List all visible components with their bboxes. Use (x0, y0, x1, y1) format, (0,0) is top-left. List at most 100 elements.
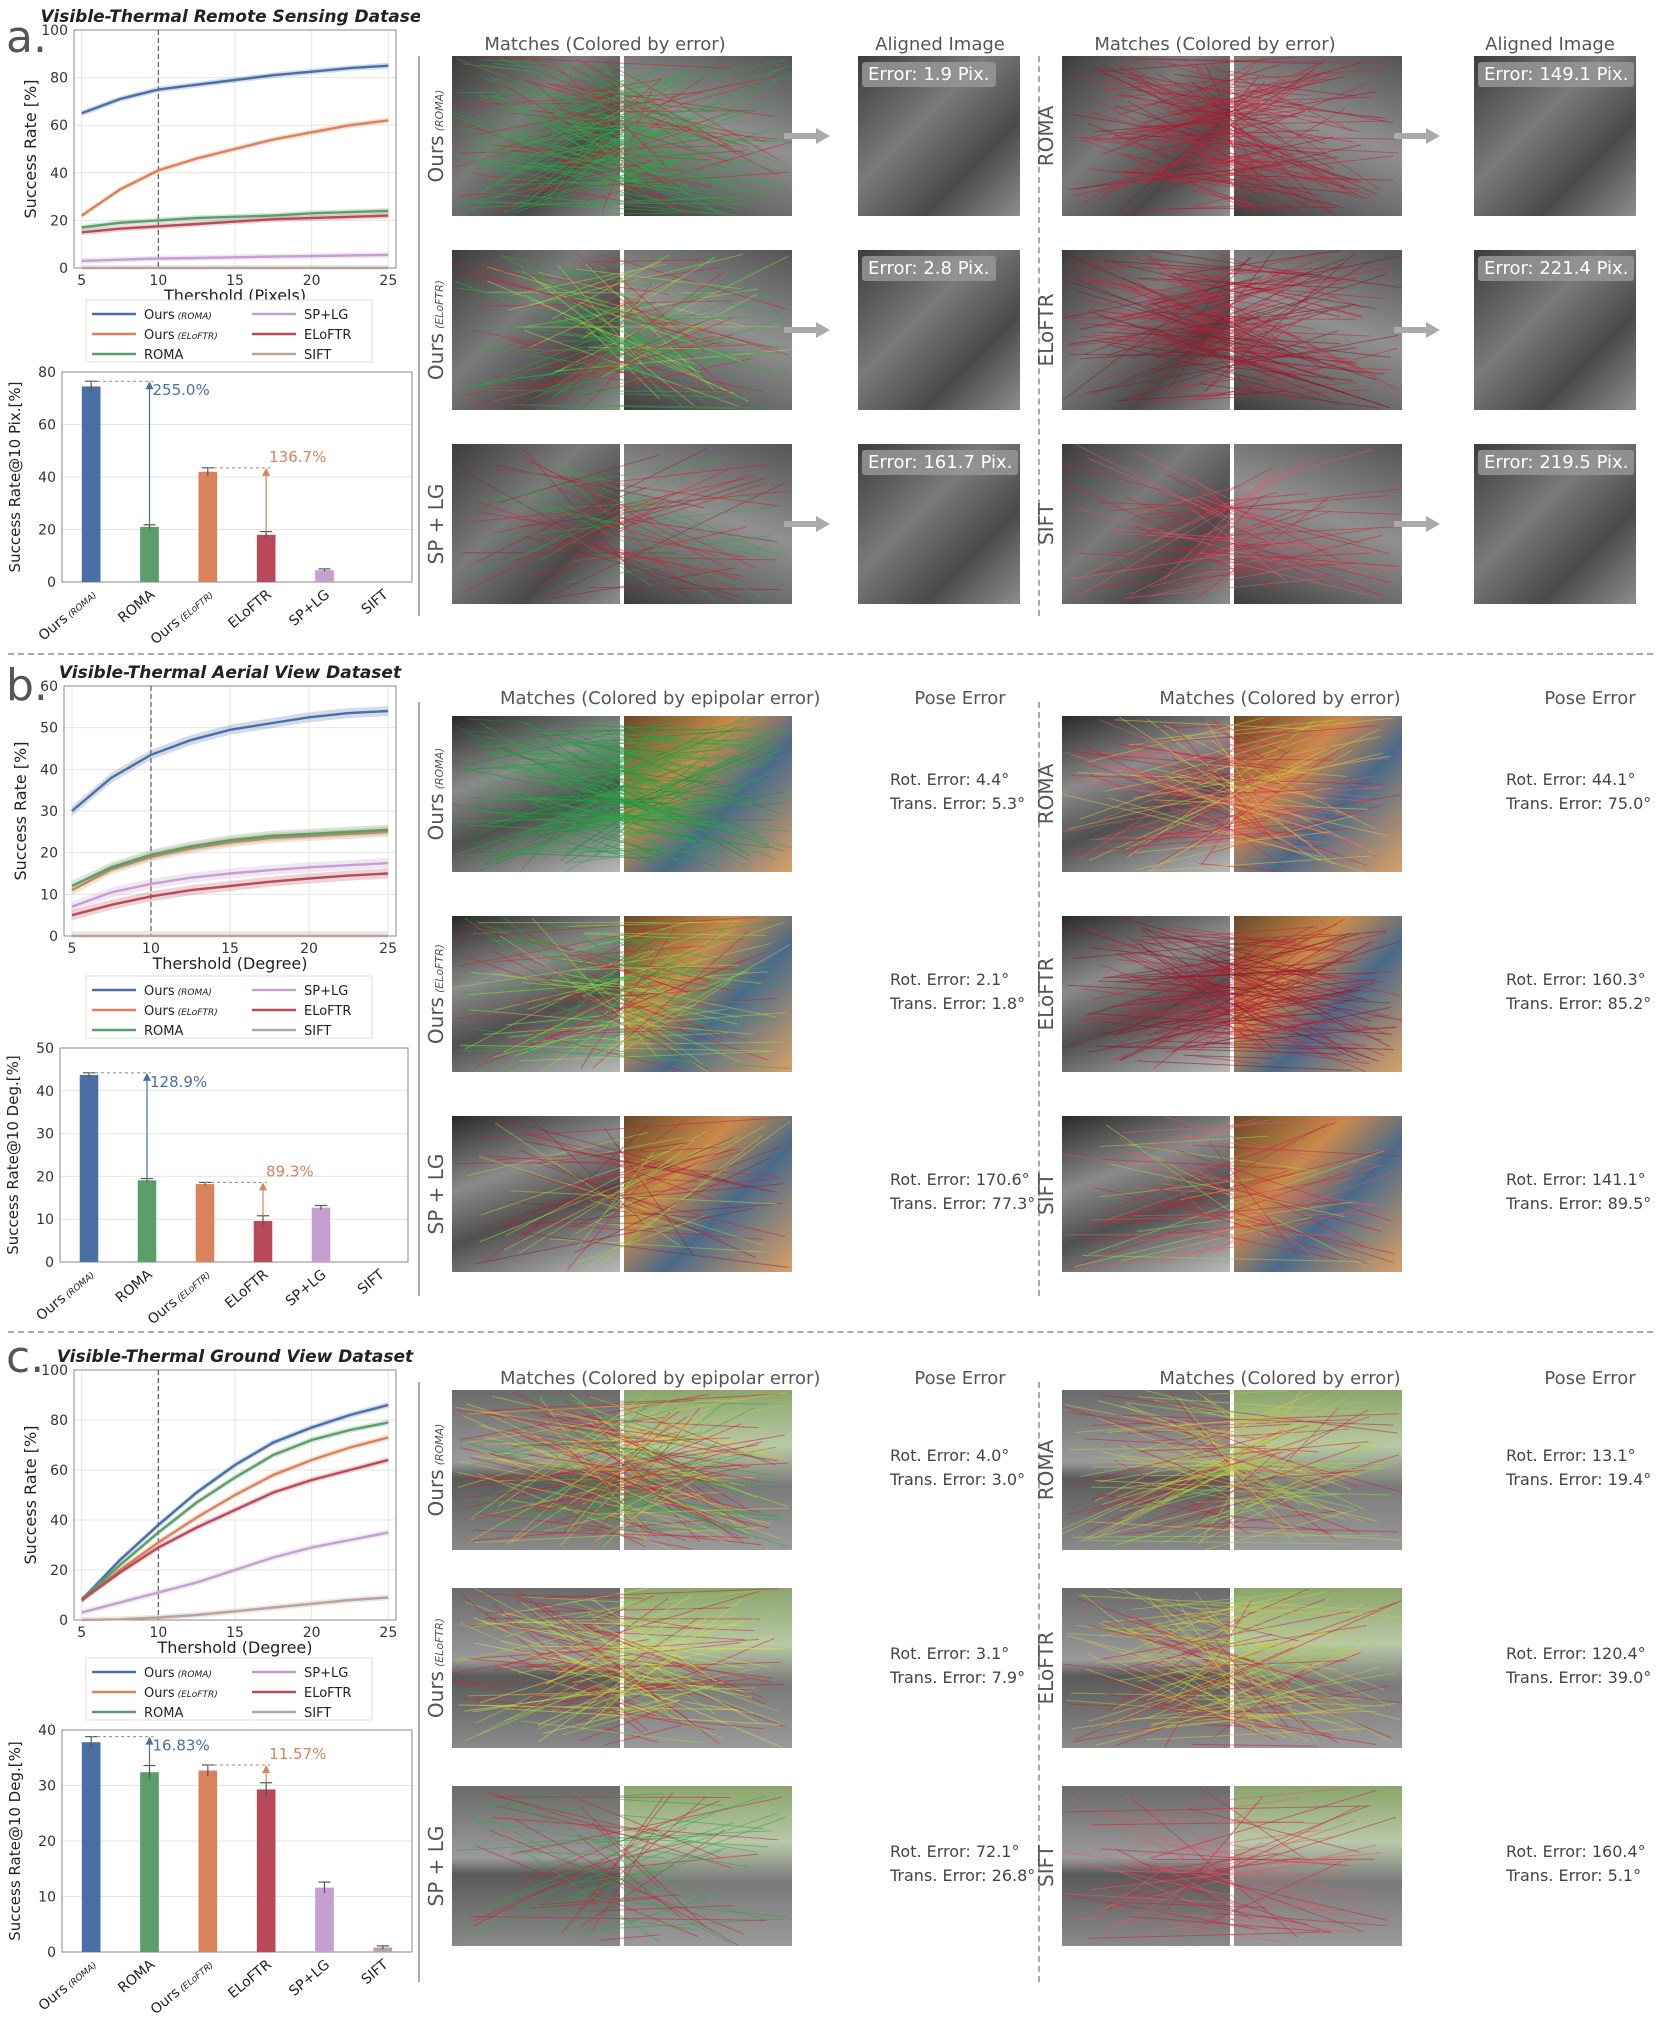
pose-error: Rot. Error: 160.4°Trans. Error: 5.1° (1506, 1840, 1646, 1888)
match-line (1193, 368, 1342, 405)
match-line (1102, 1849, 1349, 1866)
pose-error: Rot. Error: 13.1°Trans. Error: 19.4° (1506, 1444, 1651, 1492)
aligned-image: Error: 219.5 Pix. (1474, 444, 1636, 604)
column-header: Pose Error (1520, 1368, 1660, 1389)
pose-error: Rot. Error: 120.4°Trans. Error: 39.0° (1506, 1642, 1651, 1690)
match-line (483, 456, 727, 500)
error-badge: Error: 149.1 Pix. (1478, 62, 1634, 87)
match-overlay (452, 250, 792, 410)
rotation-error: Rot. Error: 120.4° (1506, 1642, 1651, 1666)
pose-error: Rot. Error: 4.4°Trans. Error: 5.3° (890, 768, 1025, 816)
row-label-text: SIFT (1034, 1173, 1058, 1215)
match-line (454, 1683, 784, 1684)
match-line (1147, 1729, 1365, 1740)
match-lines-svg (1062, 250, 1402, 410)
rotation-error: Rot. Error: 160.3° (1506, 968, 1651, 992)
match-line (506, 1131, 707, 1235)
translation-error: Trans. Error: 89.5° (1506, 1192, 1651, 1216)
translation-error: Trans. Error: 85.2° (1506, 992, 1651, 1016)
row-label: ROMA (1032, 694, 1060, 894)
match-line (1146, 1628, 1359, 1719)
match-lines-svg (452, 916, 792, 1072)
match-lines-svg (452, 444, 792, 604)
column-header: Matches (Colored by error) (1145, 1368, 1415, 1389)
column-header: Matches (Colored by error) (1090, 34, 1340, 55)
match-lines-svg (452, 716, 792, 872)
match-line (524, 450, 644, 584)
column-header: Pose Error (1520, 688, 1660, 709)
error-badge: Error: 219.5 Pix. (1478, 450, 1634, 475)
match-line (1191, 1744, 1318, 1746)
panel-c: Matches (Colored by epipolar error)Pose … (0, 1348, 1661, 2008)
match-lines-svg (1062, 1588, 1402, 1748)
row-label-subscript: (ELoFTR) (433, 280, 446, 329)
row-label-text: ROMA (1034, 1440, 1058, 1501)
pose-error: Rot. Error: 170.6°Trans. Error: 77.3° (890, 1168, 1035, 1216)
row-label-subscript: (ELoFTR) (433, 1618, 446, 1667)
match-line (526, 1172, 714, 1235)
rotation-error: Rot. Error: 170.6° (890, 1168, 1035, 1192)
aligned-image: Error: 221.4 Pix. (1474, 250, 1636, 410)
match-line (473, 1828, 687, 1922)
arrow-svg (784, 128, 830, 144)
row-label-subscript: (ROMA) (433, 1424, 446, 1466)
error-badge: Error: 1.9 Pix. (862, 62, 996, 87)
match-lines-svg (452, 250, 792, 410)
match-line (465, 491, 790, 523)
arrow-icon (784, 322, 830, 338)
match-lines-svg (1062, 1786, 1402, 1946)
match-lines-svg (1062, 1116, 1402, 1272)
match-line (1125, 1795, 1320, 1909)
match-overlay (1062, 916, 1402, 1072)
match-line (1104, 1159, 1286, 1168)
arrow-shape (784, 516, 830, 532)
match-line (591, 260, 706, 262)
arrow-svg (1394, 128, 1440, 144)
translation-error: Trans. Error: 5.3° (890, 792, 1025, 816)
match-line (550, 1030, 684, 1035)
match-line (481, 1118, 779, 1138)
match-overlay (452, 1390, 792, 1550)
match-line (469, 729, 715, 731)
row-label-text: ELoFTR (1034, 958, 1058, 1031)
match-line (604, 1725, 681, 1745)
match-line (1090, 1822, 1304, 1825)
match-line (1083, 1460, 1251, 1540)
match-line (482, 60, 642, 69)
match-lines-svg (452, 1116, 792, 1272)
match-lines-svg (452, 1588, 792, 1748)
match-line (1128, 1592, 1326, 1634)
row-label: SIFT (1032, 1094, 1060, 1294)
translation-error: Trans. Error: 19.4° (1506, 1468, 1651, 1492)
match-overlay (452, 444, 792, 604)
match-overlay (1062, 716, 1402, 872)
match-overlay (452, 1786, 792, 1946)
match-line (551, 1224, 763, 1239)
match-line (1110, 1154, 1300, 1219)
pose-error: Rot. Error: 141.1°Trans. Error: 89.5° (1506, 1168, 1651, 1216)
row-label: SIFT (1032, 1766, 1060, 1966)
row-label-text: Ours (424, 1469, 448, 1516)
match-lines-svg (1062, 56, 1402, 216)
column-header: Matches (Colored by error) (480, 34, 730, 55)
match-line (1193, 839, 1381, 856)
match-line (557, 1861, 765, 1919)
match-line (1099, 1123, 1335, 1214)
arrow-shape (1394, 516, 1440, 532)
rotation-error: Rot. Error: 141.1° (1506, 1168, 1651, 1192)
match-line (1065, 1806, 1371, 1812)
match-line (597, 1223, 673, 1228)
row-label: ROMA (1032, 36, 1060, 236)
translation-error: Trans. Error: 1.8° (890, 992, 1025, 1016)
rotation-error: Rot. Error: 44.1° (1506, 768, 1651, 792)
rotation-error: Rot. Error: 2.1° (890, 968, 1025, 992)
row-label: Ours(ELoFTR) (422, 1568, 450, 1768)
aligned-image: Error: 161.7 Pix. (858, 444, 1020, 604)
row-label-text: SP + LG (424, 484, 448, 565)
match-line (1087, 1540, 1353, 1544)
row-label-text: ELoFTR (1034, 1632, 1058, 1705)
translation-error: Trans. Error: 5.1° (1506, 1864, 1646, 1888)
match-line (485, 750, 776, 864)
pose-error: Rot. Error: 44.1°Trans. Error: 75.0° (1506, 768, 1651, 816)
